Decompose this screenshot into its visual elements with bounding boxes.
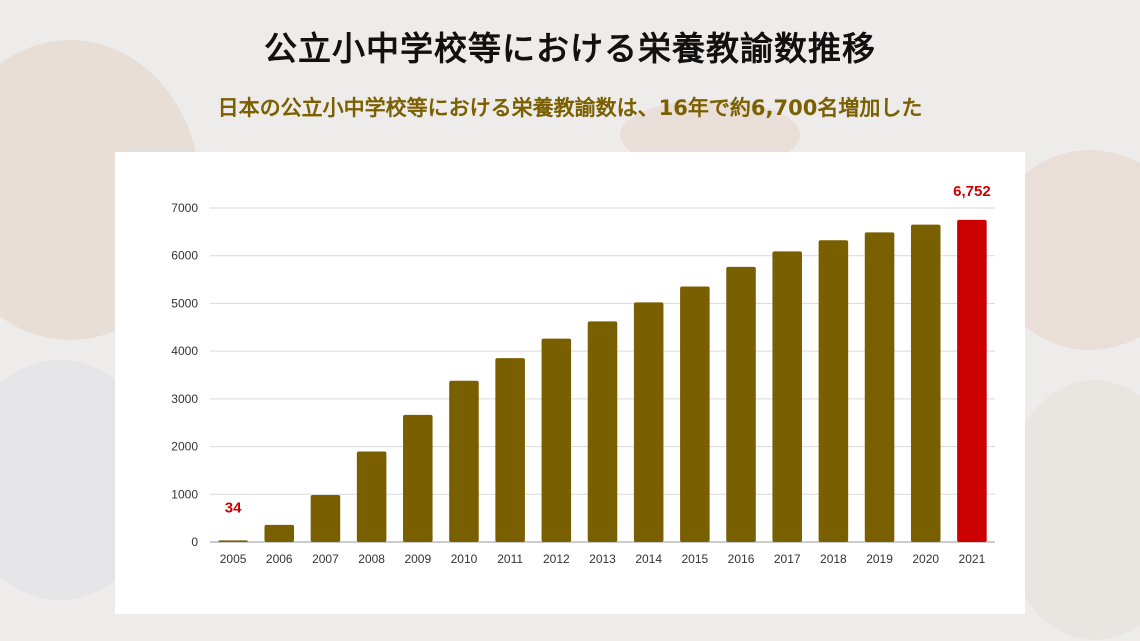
- x-tick-label: 2020: [912, 552, 939, 566]
- bar-2016: [726, 266, 756, 542]
- data-label: 6,752: [953, 183, 991, 200]
- y-tick-label: 2000: [171, 440, 198, 454]
- bar-2011: [495, 358, 525, 542]
- bar-2008: [356, 451, 387, 542]
- bar-2014: [633, 302, 664, 542]
- y-tick-label: 5000: [171, 296, 198, 310]
- chart-card: 0 1000 2000 3000 4000 5000 6000 7000 2005 2006 200…: [115, 152, 1025, 614]
- bar-2009: [403, 414, 433, 542]
- x-tick-label: 2013: [589, 552, 616, 566]
- bar-2019: [864, 232, 895, 542]
- x-tick-label: 2007: [312, 552, 339, 566]
- x-tick-label: 2010: [451, 552, 478, 566]
- bar-2018: [818, 240, 849, 542]
- x-tick-label: 2006: [266, 552, 293, 566]
- x-tick-label: 2014: [635, 552, 662, 566]
- x-tick-label: 2017: [774, 552, 801, 566]
- x-tick-label: 2018: [820, 552, 847, 566]
- x-tick-label: 2005: [220, 552, 247, 566]
- y-tick-label: 7000: [171, 201, 198, 215]
- y-tick-label: 1000: [171, 487, 198, 501]
- page-title: 公立小中学校等における栄養教諭数推移: [264, 29, 876, 68]
- x-tick-label: 2016: [728, 552, 755, 566]
- x-tick-label: 2012: [543, 552, 570, 566]
- y-tick-label: 6000: [171, 249, 198, 263]
- bar-2007: [310, 494, 341, 542]
- bar-2015: [680, 286, 710, 542]
- x-tick-label: 2008: [358, 552, 385, 566]
- x-tick-label: 2011: [497, 552, 523, 566]
- bar-2021: [957, 219, 987, 543]
- bar-2006: [264, 524, 295, 542]
- bar-2010: [449, 380, 479, 542]
- y-tick-label: 3000: [171, 392, 198, 406]
- bar-2012: [541, 338, 572, 542]
- page-subtitle: 日本の公立小中学校等における栄養教諭数は、16年で約6,700名増加した: [217, 96, 923, 120]
- x-tick-label: 2009: [404, 552, 431, 566]
- y-tick-label: 4000: [171, 344, 198, 358]
- x-tick-label: 2019: [866, 552, 893, 566]
- bar-2020: [910, 224, 941, 543]
- x-tick-label: 2015: [682, 552, 709, 566]
- bar-2017: [772, 251, 802, 542]
- bar-2005: [218, 540, 248, 542]
- bar-2013: [587, 321, 618, 542]
- x-tick-label: 2021: [959, 552, 986, 566]
- y-tick-label: 0: [191, 535, 198, 549]
- bar-chart: 0 1000 2000 3000 4000 5000 6000 7000 2005 2006 200…: [171, 183, 995, 566]
- data-label: 34: [225, 499, 242, 516]
